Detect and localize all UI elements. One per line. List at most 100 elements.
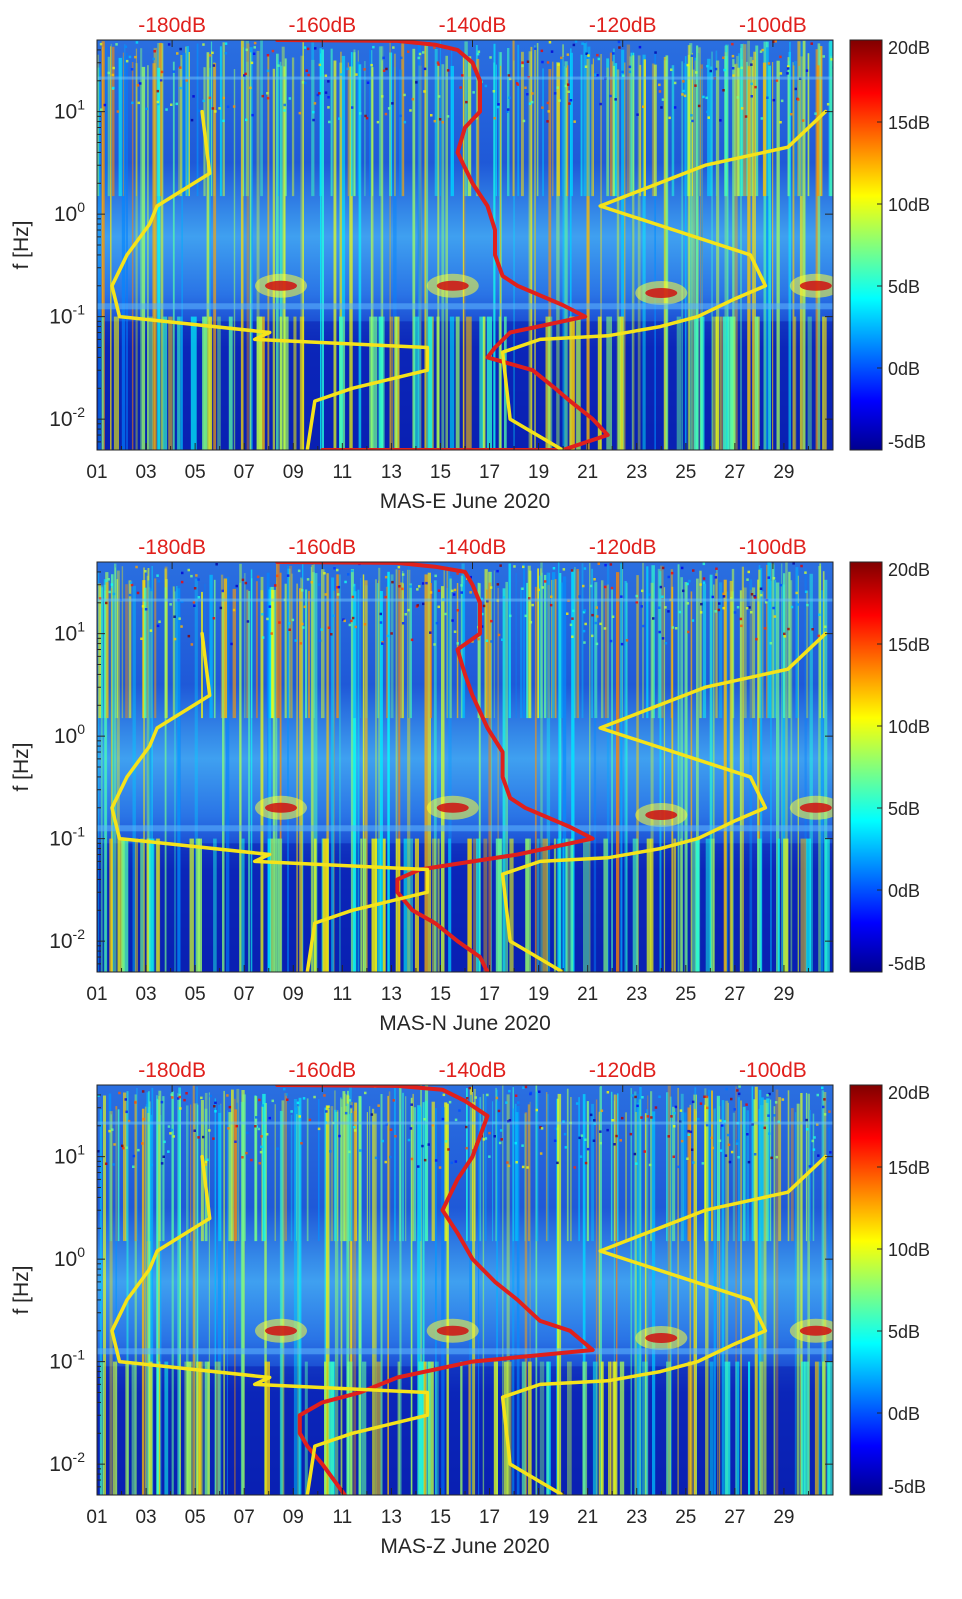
spectrogram-streak bbox=[583, 43, 587, 197]
spectrogram-streak bbox=[690, 591, 693, 972]
colorbar-tick-label: 15dB bbox=[888, 635, 930, 655]
spectrogram-streak bbox=[659, 571, 662, 972]
spectrogram-streak bbox=[299, 588, 301, 719]
spectrogram-speckle bbox=[427, 1143, 430, 1146]
spectrogram-streak bbox=[449, 578, 452, 719]
spectrogram-speckle bbox=[214, 110, 217, 113]
x-tick-label: 01 bbox=[86, 1507, 107, 1528]
spectrogram-streak bbox=[311, 572, 315, 972]
spectrogram-streak bbox=[422, 1102, 425, 1495]
spectrogram-streak bbox=[654, 50, 656, 450]
spectrogram-column bbox=[436, 316, 440, 450]
spectrogram-speckle bbox=[132, 1165, 135, 1168]
spectrogram-speckle bbox=[673, 106, 677, 109]
spectrogram-streak bbox=[219, 46, 222, 197]
spectrogram-speckle bbox=[571, 635, 574, 638]
spectrogram-streak bbox=[121, 566, 124, 719]
spectrogram-column bbox=[277, 838, 283, 972]
spectrogram-streak bbox=[272, 589, 276, 972]
spectrogram-column bbox=[189, 838, 194, 972]
spectrogram-speckle bbox=[381, 641, 384, 644]
spectrogram-speckle bbox=[286, 1098, 289, 1101]
spectrogram-speckle bbox=[592, 1139, 596, 1142]
spectrogram-column bbox=[395, 838, 401, 972]
spectrogram-streak bbox=[149, 1101, 151, 1495]
spectrogram-streak bbox=[267, 55, 270, 450]
y-tick-base: 10 bbox=[49, 408, 72, 431]
spectrogram-streak bbox=[276, 53, 279, 450]
spectrogram-speckle bbox=[338, 117, 341, 120]
spectrogram-speckle bbox=[437, 95, 441, 98]
spectrogram-speckle bbox=[170, 1093, 173, 1096]
spectrogram-speckle bbox=[355, 73, 358, 76]
spectrogram-speckle bbox=[681, 93, 684, 96]
spectrogram-streak bbox=[135, 63, 138, 450]
spectrogram-streak bbox=[586, 59, 590, 450]
spectrogram-streak bbox=[246, 61, 249, 197]
spectrogram-speckle bbox=[384, 1160, 387, 1164]
spectrogram-speckle bbox=[513, 565, 516, 568]
spectrogram-speckle bbox=[125, 59, 129, 63]
spectrogram-speckle bbox=[324, 593, 328, 596]
spectrogram-streak bbox=[638, 1099, 641, 1495]
spectrogram-speckle bbox=[212, 617, 216, 620]
spectrogram-speckle bbox=[125, 1146, 128, 1149]
spectrogram-column bbox=[724, 1361, 731, 1495]
spectrogram-streak bbox=[333, 1109, 337, 1242]
spectrogram-speckle bbox=[275, 574, 279, 578]
spectrogram-streak bbox=[624, 62, 626, 450]
spectrogram-column bbox=[460, 1361, 463, 1495]
spectrogram-speckle bbox=[187, 634, 191, 638]
spectrogram-speckle bbox=[638, 45, 642, 49]
spectrogram-speckle bbox=[193, 1129, 196, 1132]
spectrogram-speckle bbox=[615, 1134, 618, 1138]
spectrogram-speckle bbox=[266, 54, 270, 57]
spectrogram-streak bbox=[366, 1112, 368, 1242]
spectrogram-speckle bbox=[344, 1111, 348, 1115]
spectrogram-streak bbox=[657, 568, 661, 719]
spectrogram-speckle bbox=[539, 1126, 542, 1129]
spectrogram-streak bbox=[643, 59, 646, 197]
spectrogram-speckle bbox=[719, 119, 722, 122]
spectrogram-speckle bbox=[429, 631, 432, 634]
spectrogram-streak bbox=[729, 580, 733, 972]
spectrogram-streak bbox=[687, 1107, 691, 1242]
spectrogram-streak bbox=[741, 566, 744, 972]
spectrogram-speckle bbox=[517, 1101, 520, 1104]
y-tick-base: 10 bbox=[49, 1351, 72, 1374]
spectrogram-speckle bbox=[733, 611, 737, 614]
spectrogram-streak bbox=[697, 53, 700, 197]
spectrogram-column bbox=[140, 838, 144, 972]
spectrogram-speckle bbox=[469, 591, 472, 594]
spectrogram-streak bbox=[444, 1102, 448, 1242]
spectrogram-speckle bbox=[697, 104, 701, 108]
spectrogram-speckle bbox=[142, 1117, 145, 1121]
spectrogram-streak bbox=[364, 580, 368, 972]
spectrogram-speckle bbox=[450, 1161, 453, 1165]
spectrogram-streak bbox=[646, 1109, 649, 1495]
spectrogram-speckle bbox=[508, 96, 511, 99]
spectrogram-streak bbox=[758, 1108, 760, 1495]
spectrogram-streak bbox=[591, 64, 594, 197]
spectrogram-speckle bbox=[582, 584, 585, 588]
spectrogram-column bbox=[164, 1361, 169, 1495]
spectrogram-speckle bbox=[131, 101, 134, 105]
spectrogram-streak bbox=[394, 1088, 396, 1242]
top-tick-label: -180dB bbox=[138, 536, 206, 559]
spectrogram-speckle bbox=[514, 1094, 518, 1097]
spectrogram-streak bbox=[97, 54, 99, 197]
spectrogram-speckle bbox=[578, 595, 581, 598]
spectrogram-streak bbox=[652, 1111, 656, 1495]
spectrogram-speckle bbox=[192, 95, 195, 98]
spectrogram-streak bbox=[711, 1090, 713, 1242]
spectrogram-speckle bbox=[299, 642, 303, 645]
spectrogram-speckle bbox=[794, 87, 797, 91]
spectrogram-speckle bbox=[659, 585, 663, 589]
spectrogram-speckle bbox=[737, 1092, 741, 1096]
spectrogram-speckle bbox=[274, 584, 277, 587]
spectrogram-streak bbox=[228, 1112, 232, 1242]
spectrogram-streak bbox=[408, 562, 410, 719]
spectrogram-speckle bbox=[640, 605, 643, 608]
spectrogram-speckle bbox=[558, 99, 561, 102]
spectrogram-streak bbox=[353, 49, 356, 197]
